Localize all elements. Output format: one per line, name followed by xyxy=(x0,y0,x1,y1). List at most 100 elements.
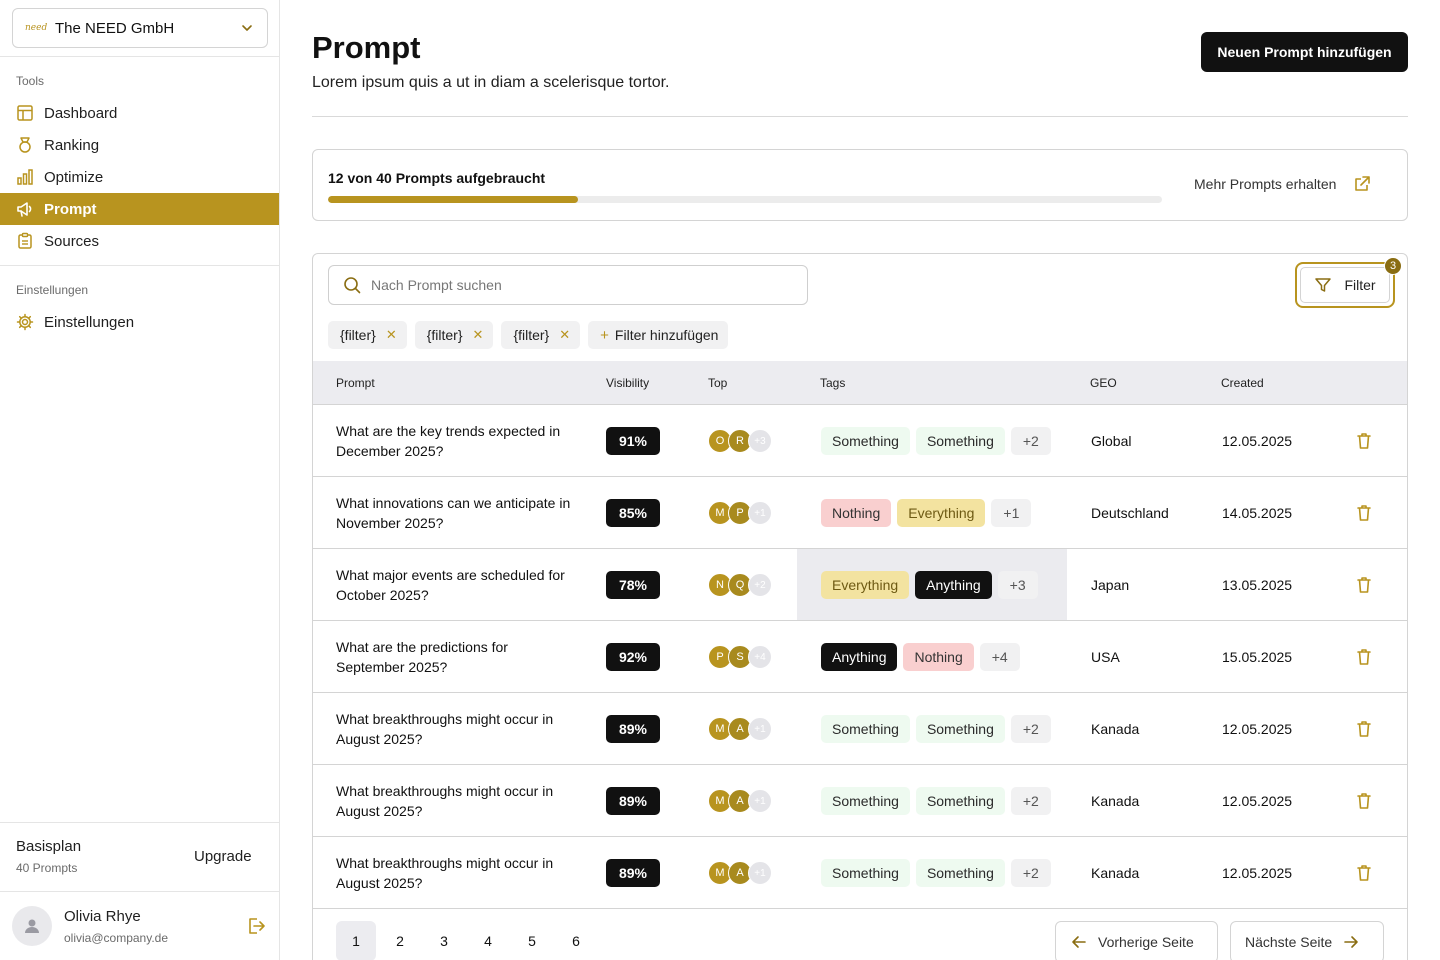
medal-icon xyxy=(19,137,31,153)
tag[interactable]: Something xyxy=(821,715,910,743)
gear-icon xyxy=(16,313,34,331)
prompt-text: What are the key trends expected in Dece… xyxy=(336,423,561,459)
clipboard-icon xyxy=(18,232,32,249)
add-prompt-button[interactable]: Neuen Prompt hinzufügen xyxy=(1201,32,1408,72)
prompt-text: What breakthroughs might occur in August… xyxy=(336,855,554,891)
trash-icon[interactable] xyxy=(1354,647,1374,667)
upgrade-button[interactable]: Upgrade xyxy=(194,848,252,865)
layout-icon xyxy=(17,105,33,121)
sidebar-item-sources[interactable]: Sources xyxy=(0,225,279,257)
table-row[interactable]: What breakthroughs might occur in August… xyxy=(313,837,1407,909)
page-button[interactable]: 1 xyxy=(336,921,376,960)
tag-more-count[interactable]: +2 xyxy=(1010,787,1051,815)
tag[interactable]: Anything xyxy=(915,571,992,599)
page-button[interactable]: 6 xyxy=(572,933,580,949)
column-header-top[interactable]: Top xyxy=(708,376,728,390)
page-button[interactable]: 5 xyxy=(528,933,536,949)
top-avatars: M P +1 xyxy=(708,501,772,525)
logout-icon[interactable] xyxy=(246,916,266,936)
next-page-button[interactable]: Nächste Seite xyxy=(1230,921,1384,960)
created-date: 14.05.2025 xyxy=(1222,505,1293,521)
org-switcher[interactable]: need The NEED GmbH xyxy=(12,8,268,48)
more-prompts-link[interactable]: Mehr Prompts erhalten xyxy=(1194,174,1372,194)
org-logo: need xyxy=(25,23,48,33)
column-header-created[interactable]: Created xyxy=(1221,376,1264,390)
tag-list: Something Something +2 xyxy=(821,787,1051,815)
table-row[interactable]: What innovations can we anticipate in No… xyxy=(313,477,1407,549)
header-divider xyxy=(312,116,1408,117)
tag[interactable]: Something xyxy=(915,859,1005,887)
sidebar-item-settings[interactable]: Einstellungen xyxy=(0,306,279,338)
sidebar-item-prompt[interactable]: Prompt xyxy=(0,193,279,225)
created-date: 13.05.2025 xyxy=(1222,577,1293,593)
tag[interactable]: Something xyxy=(915,787,1005,815)
previous-page-button[interactable]: Vorherige Seite xyxy=(1055,921,1218,960)
visibility-badge: 89% xyxy=(606,787,660,815)
filter-chip[interactable]: {filter} ✕ xyxy=(501,321,581,349)
prompt-text: What are the predictions for September 2… xyxy=(336,639,508,675)
sidebar-item-ranking[interactable]: Ranking xyxy=(0,129,279,161)
chevron-down-icon xyxy=(242,25,252,31)
sidebar-item-dashboard[interactable]: Dashboard xyxy=(0,97,279,129)
column-header-prompt[interactable]: Prompt xyxy=(336,376,375,390)
column-header-visibility[interactable]: Visibility xyxy=(606,376,650,390)
tag-list: Everything Anything +3 xyxy=(821,571,1038,599)
trash-icon[interactable] xyxy=(1354,719,1374,739)
table-row[interactable]: What major events are scheduled for Octo… xyxy=(313,549,1407,621)
close-icon[interactable]: ✕ xyxy=(559,327,571,342)
avatar-more-count: +1 xyxy=(748,861,772,885)
arrow-left-icon xyxy=(1072,936,1086,948)
trash-icon[interactable] xyxy=(1354,503,1374,523)
trash-icon[interactable] xyxy=(1354,863,1374,883)
usage-label: 12 von 40 Prompts aufgebraucht xyxy=(328,170,546,186)
filter-button[interactable]: Filter xyxy=(1295,262,1395,308)
tag-more-count[interactable]: +4 xyxy=(979,643,1020,671)
filter-chip[interactable]: {filter} ✕ xyxy=(414,321,494,349)
table-row[interactable]: What are the predictions for September 2… xyxy=(313,621,1407,693)
tag-more-count[interactable]: +2 xyxy=(1010,859,1051,887)
filter-label: Filter xyxy=(1344,277,1376,293)
trash-icon[interactable] xyxy=(1354,575,1374,595)
sidebar-divider xyxy=(0,265,279,266)
tag[interactable]: Everything xyxy=(821,571,910,599)
top-avatars: M A +1 xyxy=(708,789,772,813)
tag-more-count[interactable]: +2 xyxy=(1010,715,1051,743)
search-input[interactable] xyxy=(371,277,771,293)
table-row[interactable]: What breakthroughs might occur in August… xyxy=(313,765,1407,837)
add-filter-button[interactable]: + Filter hinzufügen xyxy=(588,321,729,349)
tag-more-count[interactable]: +2 xyxy=(1010,427,1051,455)
close-icon[interactable]: ✕ xyxy=(472,327,484,342)
trash-icon[interactable] xyxy=(1354,431,1374,451)
tag[interactable]: Something xyxy=(915,715,1005,743)
table-row[interactable]: What breakthroughs might occur in August… xyxy=(313,693,1407,765)
column-header-tags[interactable]: Tags xyxy=(820,376,846,390)
filter-chip[interactable]: {filter} ✕ xyxy=(328,321,407,349)
tag[interactable]: Something xyxy=(821,427,910,455)
tag[interactable]: Something xyxy=(821,787,910,815)
search-box[interactable] xyxy=(328,265,808,305)
tag[interactable]: Nothing xyxy=(821,499,892,527)
tag-more-count[interactable]: +1 xyxy=(991,499,1032,527)
page-button[interactable]: 3 xyxy=(440,933,448,949)
page-button[interactable]: 2 xyxy=(396,933,404,949)
tag[interactable]: Something xyxy=(821,859,910,887)
visibility-badge: 92% xyxy=(606,643,660,671)
created-date: 15.05.2025 xyxy=(1222,649,1293,665)
tag-list: Nothing Everything +1 xyxy=(821,499,1032,527)
tag-more-count[interactable]: +3 xyxy=(997,571,1038,599)
avatar-more-count: +1 xyxy=(748,501,772,525)
geo-value: Kanada xyxy=(1091,865,1140,881)
sidebar-item-label: Ranking xyxy=(44,136,100,154)
trash-icon[interactable] xyxy=(1354,791,1374,811)
sidebar-item-optimize[interactable]: Optimize xyxy=(0,161,279,193)
close-icon[interactable]: ✕ xyxy=(385,327,397,342)
table-row[interactable]: What are the key trends expected in Dece… xyxy=(313,405,1407,477)
tag[interactable]: Nothing xyxy=(903,643,974,671)
page-button[interactable]: 4 xyxy=(484,933,492,949)
tag[interactable]: Everything xyxy=(897,499,986,527)
tag[interactable]: Anything xyxy=(821,643,898,671)
tag[interactable]: Something xyxy=(915,427,1005,455)
filter-chip-label: {filter} xyxy=(426,327,463,343)
geo-value: Japan xyxy=(1091,577,1130,593)
column-header-geo[interactable]: GEO xyxy=(1090,376,1117,390)
